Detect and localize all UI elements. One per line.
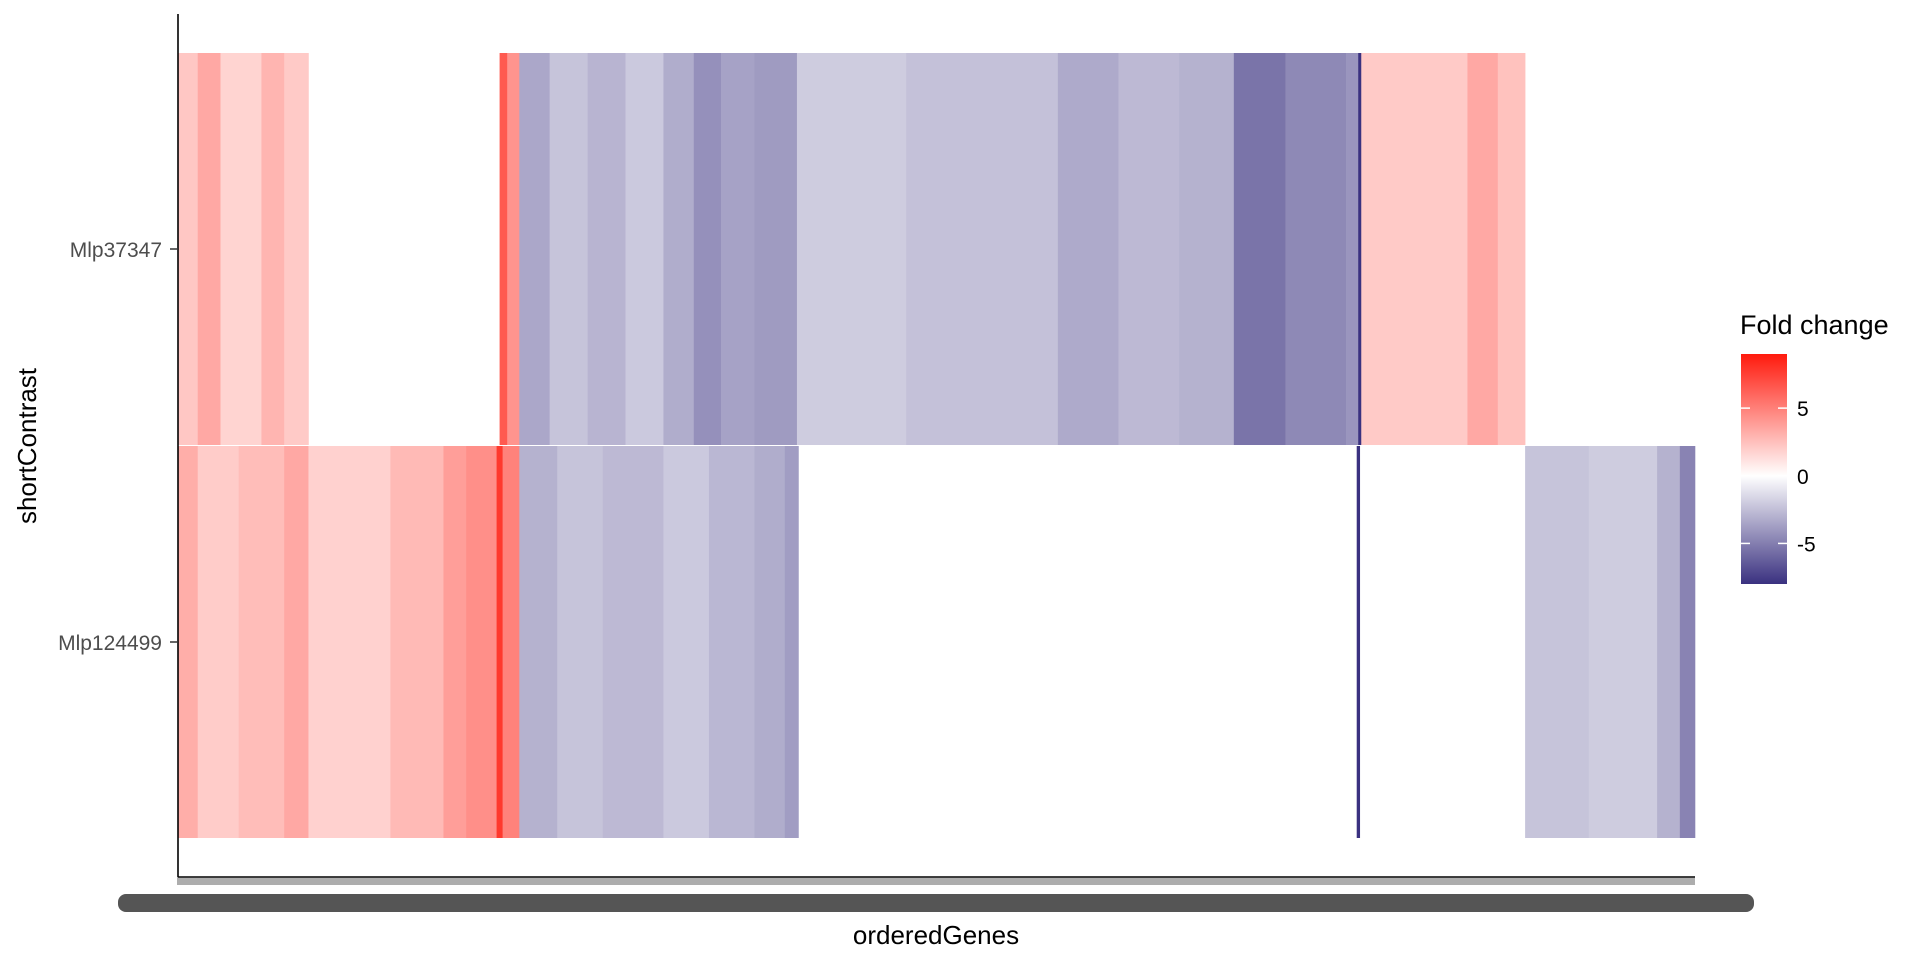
heatmap-tile [906, 53, 1059, 445]
heatmap-tile [1179, 53, 1235, 445]
heatmap-tile [549, 53, 588, 445]
legend-tick-label: -5 [1797, 533, 1816, 556]
heatmap-tile [1467, 53, 1499, 445]
heatmap-tile [178, 446, 199, 838]
heatmap-tile [602, 446, 664, 838]
heatmap-tile [284, 446, 309, 838]
heatmap-tile [1497, 53, 1526, 445]
x-ticks [118, 877, 1754, 912]
heatmap-tile [499, 53, 508, 445]
heatmap-tile [1361, 53, 1468, 445]
heatmap-tile [466, 446, 497, 838]
heatmap-tile [308, 446, 391, 838]
heatmap-tile [197, 53, 221, 445]
legend-tick-label: 0 [1797, 466, 1809, 489]
legend: Fold change 5 0 -5 [1740, 310, 1889, 584]
heatmap-tile [1118, 53, 1180, 445]
heatmap-tile [1525, 446, 1590, 838]
heatmap-tile [502, 446, 520, 838]
heatmap-tile [519, 53, 550, 445]
heatmap-tile [587, 53, 626, 445]
heatmap-tile [693, 53, 722, 445]
y-tick-labels: Mlp37347 Mlp124499 [58, 239, 178, 655]
heatmap-tiles [178, 53, 1696, 838]
legend-colorbar [1741, 354, 1787, 584]
heatmap-tile [663, 53, 695, 445]
heatmap-tile [625, 53, 664, 445]
heatmap-tile [721, 53, 755, 445]
heatmap-tile [1588, 446, 1658, 838]
heatmap-tile [220, 53, 262, 445]
heatmap-tile [284, 53, 309, 445]
heatmap-tile [784, 446, 799, 838]
heatmap-tile [754, 446, 786, 838]
y-axis-title: shortContrast [12, 367, 42, 524]
heatmap-tile [496, 446, 503, 838]
heatmap-tile [1285, 53, 1347, 445]
y-tick-label: Mlp124499 [58, 632, 162, 655]
heatmap-tile [663, 446, 710, 838]
heatmap-tile [1657, 446, 1681, 838]
heatmap-tile [1356, 446, 1361, 838]
heatmap-tile [1233, 53, 1286, 445]
heatmap-tile [443, 446, 467, 838]
heatmap-tile [1346, 53, 1359, 445]
heatmap-tile [1057, 53, 1119, 445]
heatmap-tile [796, 53, 907, 445]
heatmap-tile [178, 53, 199, 445]
heatmap-tile [1679, 446, 1696, 838]
heatmap-tile [507, 53, 520, 445]
heatmap-tile [197, 446, 239, 838]
heatmap-tile [238, 446, 285, 838]
x-axis-title: orderedGenes [853, 920, 1019, 950]
heatmap-tile [557, 446, 604, 838]
heatmap-tile [261, 53, 285, 445]
x-tick-labels-overplotted [118, 894, 1754, 912]
heatmap-tile [754, 53, 798, 445]
legend-ticks: 5 0 -5 [1741, 398, 1816, 556]
heatmap-tile [1358, 53, 1362, 445]
y-tick-label: Mlp37347 [70, 239, 162, 262]
heatmap-tile [519, 446, 558, 838]
x-tick-marks [177, 877, 1695, 885]
heatmap-tile [390, 446, 444, 838]
legend-tick-label: 5 [1797, 398, 1809, 421]
heatmap-tile [708, 446, 755, 838]
legend-title: Fold change [1740, 310, 1889, 340]
